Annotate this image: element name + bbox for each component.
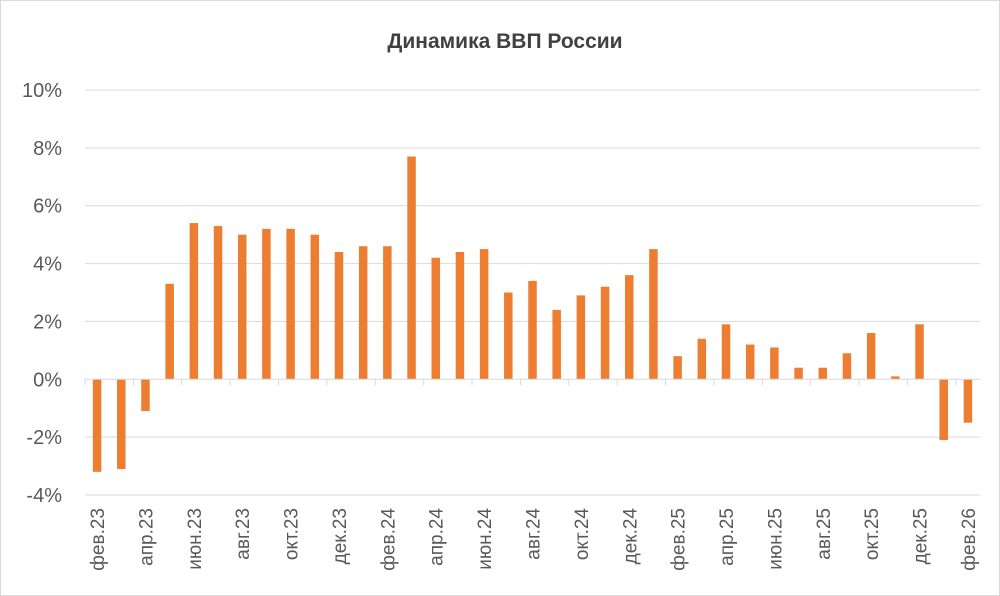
- bar-фев.25: [673, 356, 682, 380]
- bar-янв.24: [358, 246, 368, 380]
- bar-янв.26: [939, 379, 948, 441]
- y-tick-label: -4%: [26, 485, 62, 507]
- x-tick-label: авг.25: [814, 508, 835, 560]
- bar-янв.25: [649, 249, 658, 380]
- bar-апр.24: [431, 257, 440, 380]
- y-tick-label: -2%: [26, 427, 62, 449]
- bar-июн.24: [479, 249, 489, 380]
- bar-июн.23: [189, 223, 199, 380]
- bar-ноя.25: [891, 376, 900, 380]
- x-tick-label: фев.25: [669, 508, 690, 571]
- x-tick-label: апр.24: [427, 508, 448, 566]
- bar-авг.25: [818, 367, 828, 380]
- x-tick-label: июн.25: [765, 508, 786, 570]
- bar-сен.24: [552, 309, 561, 380]
- bar-окт.23: [286, 228, 295, 380]
- bar-апр.25: [721, 324, 731, 380]
- bar-фев.23: [92, 379, 102, 472]
- x-tick-label: фев.26: [959, 508, 980, 571]
- y-tick-label: 0%: [33, 369, 62, 391]
- bar-май.23: [165, 283, 174, 380]
- bar-июн.25: [770, 347, 779, 380]
- x-tick-label: окт.23: [282, 508, 303, 560]
- bar-апр.23: [141, 379, 150, 412]
- bar-мар.23: [117, 379, 126, 469]
- bar-сен.23: [262, 228, 271, 380]
- bar-окт.25: [866, 333, 876, 380]
- x-tick-label: авг.24: [524, 508, 545, 560]
- bar-мар.25: [697, 338, 707, 380]
- x-tick-label: окт.24: [572, 508, 593, 561]
- bar-ноя.24: [600, 286, 610, 380]
- bar-дек.25: [915, 324, 924, 380]
- bar-сен.25: [842, 353, 852, 380]
- y-tick-label: 8%: [33, 138, 62, 160]
- bar-фев.26: [963, 379, 973, 423]
- x-tick-label: июн.23: [185, 508, 206, 570]
- y-tick-label: 4%: [33, 254, 62, 276]
- bar-июл.24: [504, 292, 513, 380]
- bar-май.25: [745, 344, 755, 380]
- x-tick-label: окт.25: [862, 508, 883, 560]
- bar-окт.24: [576, 295, 586, 380]
- bar-дек.23: [334, 252, 344, 380]
- bar-май.24: [455, 252, 465, 380]
- bar-ноя.23: [310, 234, 320, 380]
- x-tick-label: авг.23: [233, 508, 254, 560]
- bar-фев.24: [383, 246, 392, 380]
- y-tick-label: 2%: [33, 311, 62, 333]
- x-tick-label: фев.24: [378, 508, 399, 571]
- bar-авг.24: [528, 280, 537, 380]
- chart-title: Динамика ВВП России: [387, 30, 622, 53]
- bar-авг.23: [237, 234, 247, 380]
- bar-дек.24: [625, 275, 634, 380]
- x-tick-label: дек.25: [911, 508, 932, 564]
- y-tick-label: 6%: [33, 196, 62, 218]
- y-tick-label: 10%: [22, 80, 62, 102]
- x-tick-label: фев.23: [88, 508, 109, 571]
- x-tick-label: дек.23: [330, 508, 351, 564]
- x-tick-label: апр.25: [717, 508, 738, 566]
- x-tick-label: июн.24: [475, 508, 496, 570]
- bar-мар.24: [407, 156, 416, 380]
- x-tick-label: апр.23: [136, 508, 157, 566]
- x-tick-label: дек.24: [620, 508, 641, 565]
- bar-июл.23: [213, 225, 223, 380]
- bar-июл.25: [794, 367, 803, 380]
